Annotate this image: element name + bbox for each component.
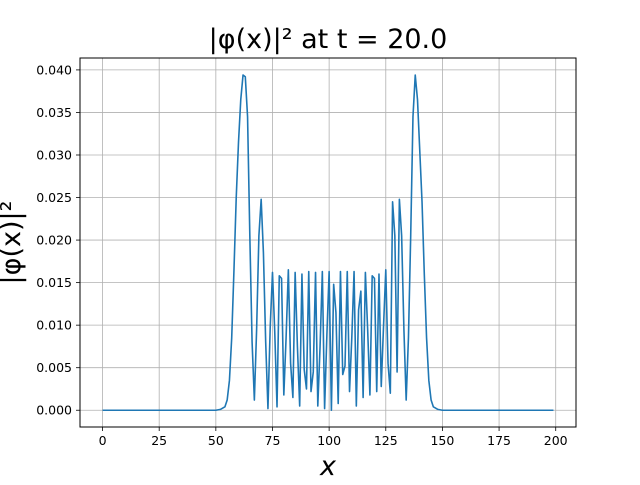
y-tick-label: 0.005	[36, 360, 72, 375]
y-tick-label: 0.010	[36, 318, 72, 333]
plot-layer	[102, 74, 554, 412]
y-tick-label: 0.025	[36, 190, 72, 205]
x-tick-label: 175	[487, 433, 511, 448]
x-tick-label: 125	[374, 433, 398, 448]
tick-layer: 0 25 50 75 100 125 150 175 200 0.000 0.005 0.010 0.0…	[36, 62, 567, 448]
y-tick-label: 0.030	[36, 147, 72, 162]
grid-layer	[80, 58, 576, 427]
axes-frame	[79, 57, 577, 428]
x-tick-label: 50	[208, 433, 224, 448]
y-tick-label: 0.015	[36, 275, 72, 290]
x-tick-label: 150	[430, 433, 454, 448]
x-tick-label: 100	[317, 433, 341, 448]
chart-title: |φ(x)|² at t = 20.0	[209, 24, 448, 55]
x-axis-label: x	[319, 451, 337, 480]
x-tick-label: 200	[544, 433, 568, 448]
x-tick-label: 25	[151, 433, 167, 448]
y-tick-label: 0.035	[36, 105, 72, 120]
y-tick-label: 0.000	[36, 403, 72, 418]
y-axis-label: |φ(x)|²	[0, 201, 27, 285]
x-tick-label: 0	[99, 433, 107, 448]
y-tick-label: 0.020	[36, 233, 72, 248]
x-tick-label: 75	[265, 433, 281, 448]
y-tick-label: 0.040	[36, 62, 72, 77]
series-line	[102, 74, 554, 412]
